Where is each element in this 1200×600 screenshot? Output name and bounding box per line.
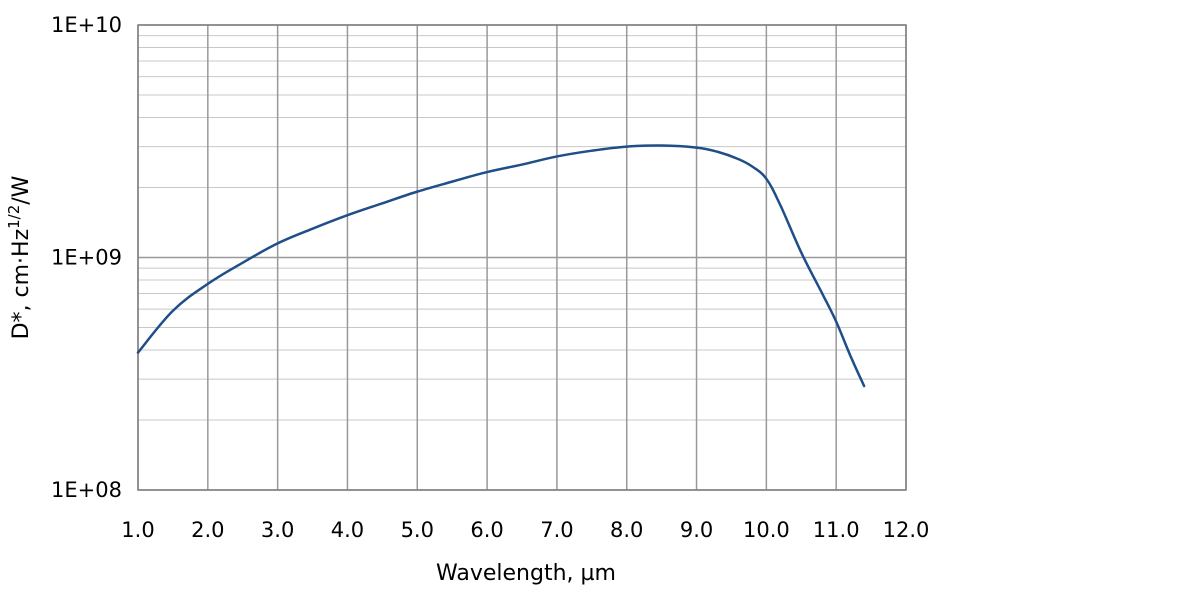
- x-tick-label: 5.0: [401, 518, 434, 542]
- x-tick-label: 4.0: [331, 518, 364, 542]
- y-tick-label: 1E+09: [51, 246, 122, 270]
- x-tick-label: 10.0: [743, 518, 790, 542]
- x-tick-label: 1.0: [121, 518, 154, 542]
- x-tick-label: 3.0: [261, 518, 294, 542]
- x-tick-label: 9.0: [680, 518, 713, 542]
- y-axis-title-suffix: /W: [9, 175, 34, 204]
- y-axis-title: D*, cm·Hz1/2/W: [5, 175, 34, 339]
- x-tick-labels: 1.0 2.0 3.0 4.0 5.0 6.0 7.0 8.0 9.0 10.0 11.0 12.0: [121, 518, 929, 542]
- x-tick-label: 6.0: [470, 518, 503, 542]
- x-tick-label: 2.0: [191, 518, 224, 542]
- x-axis-title: Wavelength, µm: [436, 561, 616, 586]
- plot-area-border: [137, 24, 907, 491]
- x-tick-label: 8.0: [610, 518, 643, 542]
- x-tick-label: 7.0: [540, 518, 573, 542]
- y-axis-title-prefix: D*, cm·Hz: [9, 229, 34, 340]
- y-tick-labels: 1E+08 1E+09 1E+10: [51, 13, 122, 502]
- minor-gridlines: [138, 35, 906, 421]
- y-tick-label: 1E+10: [51, 13, 122, 37]
- series-layer: [136, 144, 866, 388]
- x-tick-label: 12.0: [883, 518, 930, 542]
- series-line-0: [136, 144, 866, 388]
- y-axis-title-superscript: 1/2: [5, 205, 23, 229]
- y-tick-label: 1E+08: [51, 478, 122, 502]
- x-tick-label: 11.0: [813, 518, 860, 542]
